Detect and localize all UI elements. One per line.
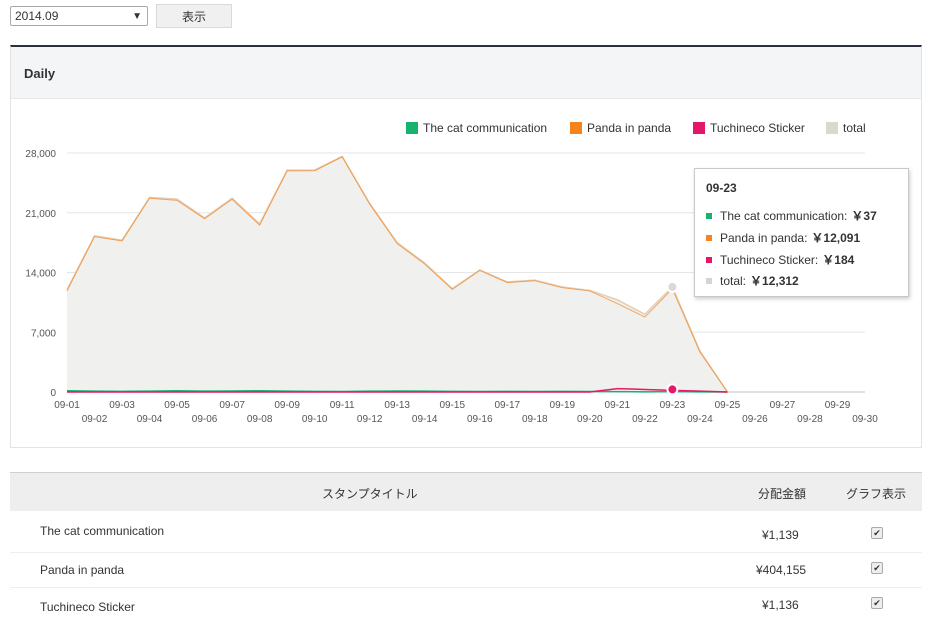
legend-label: The cat communication (423, 121, 548, 135)
dropdown-arrow-icon: ▼ (132, 11, 142, 22)
x-tick-label: 09-14 (412, 414, 438, 425)
total-area (67, 156, 728, 392)
table-header: スタンプタイトル 分配金額 グラフ表示 (10, 472, 922, 511)
x-tick-label: 09-10 (302, 414, 328, 425)
series-dot-icon (706, 212, 712, 219)
x-tick-label: 09-28 (797, 414, 823, 425)
header-stamp-title: スタンプタイトル (322, 487, 418, 501)
x-tick-label: 09-21 (605, 400, 631, 411)
tooltip-row: Tuchineco Sticker: ￥184 (706, 251, 854, 268)
tooltip-value: ￥12,091 (811, 231, 861, 245)
highlight-tuch-marker (666, 383, 679, 396)
header-amount: 分配金額 (758, 487, 807, 501)
x-tick-label: 09-19 (550, 400, 576, 411)
y-tick-label: 0 (50, 388, 56, 399)
tooltip-row: The cat communication: ￥37 (706, 207, 877, 224)
stamp-amount: ¥1,139 (762, 528, 799, 542)
stamp-title: The cat communication (40, 524, 165, 538)
x-tick-label: 09-02 (82, 414, 108, 425)
chart-tooltip: 09-23 The cat communication: ￥37 Panda in… (694, 168, 909, 297)
legend-swatch-icon (826, 122, 838, 134)
stamp-amount: ¥404,155 (756, 563, 807, 577)
x-tick-label: 09-15 (439, 400, 465, 411)
x-tick-label: 09-11 (330, 400, 355, 411)
table-row: Panda in panda ¥404,155 ✔ (10, 552, 922, 588)
month-select[interactable]: 2014.09 ▼ (10, 6, 148, 26)
graph-checkbox[interactable]: ✔ (871, 597, 883, 609)
x-tick-label: 09-17 (494, 400, 520, 411)
tooltip-value: ￥37 (851, 209, 877, 223)
x-tick-label: 09-05 (164, 400, 190, 411)
x-tick-label: 09-12 (357, 414, 383, 425)
legend-label: Tuchineco Sticker (710, 121, 805, 135)
graph-checkbox[interactable]: ✔ (871, 527, 883, 539)
x-tick-label: 09-07 (219, 400, 245, 411)
tooltip-label: total: (720, 274, 747, 288)
x-tick-label: 09-30 (852, 414, 878, 425)
daily-panel: Daily (10, 45, 922, 448)
daily-chart: 07,00014,00021,00028,00009-0109-0209-030… (25, 149, 878, 425)
month-value: 2014.09 (15, 9, 59, 23)
panel-title: Daily (24, 66, 56, 81)
x-tick-label: 09-01 (54, 400, 80, 411)
legend-swatch-icon (406, 122, 418, 134)
stamp-amount: ¥1,136 (762, 598, 799, 612)
legend-swatch-icon (693, 122, 705, 134)
x-tick-label: 09-03 (109, 400, 135, 411)
legend-label: Panda in panda (587, 121, 672, 135)
tooltip-label: The cat communication: (720, 209, 848, 223)
x-tick-label: 09-24 (687, 414, 713, 425)
total-line (66, 155, 729, 393)
show-button[interactable]: 表示 (156, 4, 232, 28)
x-tick-label: 09-29 (825, 400, 851, 411)
legend-label: total (843, 121, 866, 135)
x-tick-label: 09-22 (632, 414, 658, 425)
y-tick-label: 28,000 (25, 149, 56, 160)
tooltip-value: ￥184 (822, 253, 855, 267)
legend-item-total[interactable]: total (826, 121, 866, 135)
tooltip-value: ￥12,312 (750, 274, 799, 288)
x-tick-label: 09-25 (715, 400, 741, 411)
tooltip-date: 09-23 (706, 181, 737, 195)
x-tick-label: 09-23 (660, 400, 686, 411)
legend-item-cat[interactable]: The cat communication (406, 121, 547, 135)
series-dot-icon (706, 256, 712, 263)
panel-header: Daily (11, 47, 921, 99)
header-graph-display: グラフ表示 (846, 487, 907, 501)
y-tick-label: 21,000 (25, 209, 56, 220)
x-tick-label: 09-04 (137, 414, 163, 425)
x-tick-label: 09-06 (192, 414, 218, 425)
highlight-total-marker (666, 280, 679, 293)
table-row: Tuchineco Sticker ¥1,136 ✔ (10, 587, 922, 624)
legend-swatch-icon (570, 122, 582, 134)
tooltip-label: Panda in panda: (720, 231, 808, 245)
stamp-title: Tuchineco Sticker (40, 600, 135, 614)
legend-item-tuch[interactable]: Tuchineco Sticker (693, 121, 805, 135)
tooltip-row: Panda in panda: ￥12,091 (706, 229, 860, 246)
x-tick-label: 09-26 (742, 414, 768, 425)
series-dot-icon (706, 234, 712, 241)
y-tick-label: 7,000 (31, 328, 56, 339)
tooltip-row: total: ￥12,312 (706, 272, 799, 289)
stamp-title: Panda in panda (40, 563, 125, 577)
x-tick-label: 09-18 (522, 414, 548, 425)
table-row: The cat communication ¥1,139 ✔ (10, 510, 922, 553)
x-tick-label: 09-09 (274, 400, 300, 411)
x-tick-label: 09-20 (577, 414, 603, 425)
x-tick-label: 09-27 (770, 400, 796, 411)
x-tick-label: 09-13 (384, 400, 410, 411)
x-tick-label: 09-16 (467, 414, 493, 425)
y-tick-label: 14,000 (25, 269, 56, 280)
series-dot-icon (706, 277, 712, 284)
legend-item-panda[interactable]: Panda in panda (570, 121, 671, 135)
x-tick-label: 09-08 (247, 414, 273, 425)
tooltip-label: Tuchineco Sticker: (720, 253, 819, 267)
graph-checkbox[interactable]: ✔ (871, 562, 883, 574)
